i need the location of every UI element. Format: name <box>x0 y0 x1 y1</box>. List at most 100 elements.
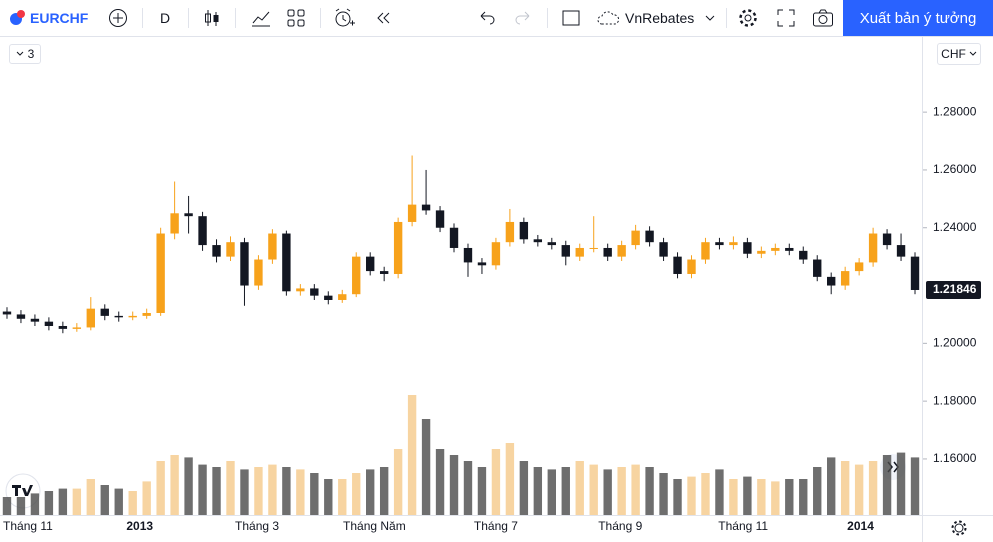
candle-body <box>505 221 515 243</box>
indicator-toggle[interactable]: 3 <box>9 44 41 64</box>
x-tick-label: Tháng 11 <box>718 519 768 533</box>
candle-body <box>743 242 752 254</box>
volume-bar <box>30 493 40 515</box>
volume-bar <box>659 473 668 515</box>
candle-body <box>226 242 235 257</box>
volume-bar <box>435 449 445 515</box>
volume-bar <box>212 467 221 515</box>
currency-button[interactable]: CHF <box>937 43 981 65</box>
volume-bar <box>645 467 654 515</box>
volume-bar <box>785 479 794 515</box>
candle-body <box>463 247 473 263</box>
volume-bar <box>673 479 682 515</box>
alert[interactable] <box>333 0 355 36</box>
volume-bar <box>393 449 403 515</box>
candle-body <box>645 230 654 243</box>
icon <box>377 12 390 24</box>
candle-body <box>86 308 95 328</box>
volume-bar <box>379 467 389 515</box>
replay[interactable] <box>373 0 393 36</box>
volume-bar <box>589 464 598 515</box>
volume-bar <box>240 469 249 515</box>
volume-bar <box>170 455 179 515</box>
volume-bar <box>603 469 612 515</box>
candle-body <box>771 247 780 251</box>
y-tick-label: 1.26000 <box>933 162 977 176</box>
candle-body <box>366 256 375 272</box>
candle-body <box>324 295 333 300</box>
separator <box>547 8 548 28</box>
volume-bar <box>366 469 375 515</box>
volume-bar <box>198 464 207 515</box>
candle-body <box>603 247 612 257</box>
volume-bar <box>463 461 473 515</box>
candle-body <box>868 233 878 263</box>
volume-bar <box>533 467 543 515</box>
fullscreen[interactable] <box>776 0 796 36</box>
axis-settings[interactable] <box>951 520 967 536</box>
volume-bar <box>882 455 892 515</box>
volume-bar <box>827 457 836 515</box>
volume-bar <box>324 479 333 515</box>
volume-bar <box>715 469 724 515</box>
candle-body <box>2 311 12 315</box>
candle-body <box>114 315 123 318</box>
icon <box>252 11 270 27</box>
candle-body <box>198 216 207 246</box>
volume-bar <box>100 485 109 515</box>
separator <box>726 8 727 28</box>
x-tick-label: 2013 <box>126 519 153 533</box>
volume-bar <box>86 479 95 515</box>
separator <box>188 8 189 28</box>
templates[interactable] <box>286 0 306 36</box>
candle-body <box>910 256 920 290</box>
candle-body <box>659 242 668 257</box>
candle-body <box>30 318 40 322</box>
symbol[interactable]: EURCHF <box>8 0 88 36</box>
candle-body <box>310 288 319 296</box>
volume-bar <box>449 455 459 515</box>
volume-bar <box>519 461 529 515</box>
indicator-count: 3 <box>27 47 35 61</box>
icon <box>515 11 530 25</box>
layout-name[interactable]: VnRebates <box>596 0 718 36</box>
candle-body <box>393 221 403 274</box>
icon <box>562 10 580 26</box>
redo[interactable] <box>513 0 533 36</box>
volume-bar <box>799 479 808 515</box>
interval[interactable]: D <box>160 10 171 26</box>
volume-bar <box>868 461 878 515</box>
chart-type[interactable] <box>202 0 222 36</box>
toolbar: EURCHF D VnRebates Xuất bản ý tưởng <box>0 0 993 37</box>
candle-body <box>421 204 431 211</box>
publish-button[interactable]: Xuất bản ý tưởng <box>843 0 993 36</box>
candle-body <box>254 259 263 286</box>
settings[interactable] <box>737 0 759 36</box>
candle-body <box>785 247 794 251</box>
candle-body <box>896 245 906 257</box>
x-tick-label: Tháng 9 <box>598 519 642 533</box>
volume-bar <box>142 481 151 515</box>
candle-body <box>701 242 710 260</box>
snapshot[interactable] <box>812 0 834 36</box>
volume-bar <box>631 464 640 515</box>
candle-body <box>379 271 389 274</box>
candle-body <box>184 213 193 217</box>
indicators[interactable] <box>250 0 272 36</box>
separator <box>142 8 143 28</box>
y-tick-label: 1.28000 <box>933 104 977 118</box>
candle-body <box>58 325 68 329</box>
candle-body <box>882 233 892 246</box>
add-symbol[interactable] <box>108 0 128 36</box>
candle-body <box>282 233 291 292</box>
volume-bar <box>58 488 68 515</box>
candle-body <box>729 242 738 246</box>
candle-body <box>296 288 305 292</box>
x-tick-label: 2014 <box>847 519 874 533</box>
candle-body <box>715 242 724 246</box>
candle-body <box>547 242 556 246</box>
volume-bar <box>575 461 584 515</box>
x-tick-label: Tháng 7 <box>474 519 518 533</box>
layout[interactable] <box>561 0 581 36</box>
undo[interactable] <box>477 0 497 36</box>
